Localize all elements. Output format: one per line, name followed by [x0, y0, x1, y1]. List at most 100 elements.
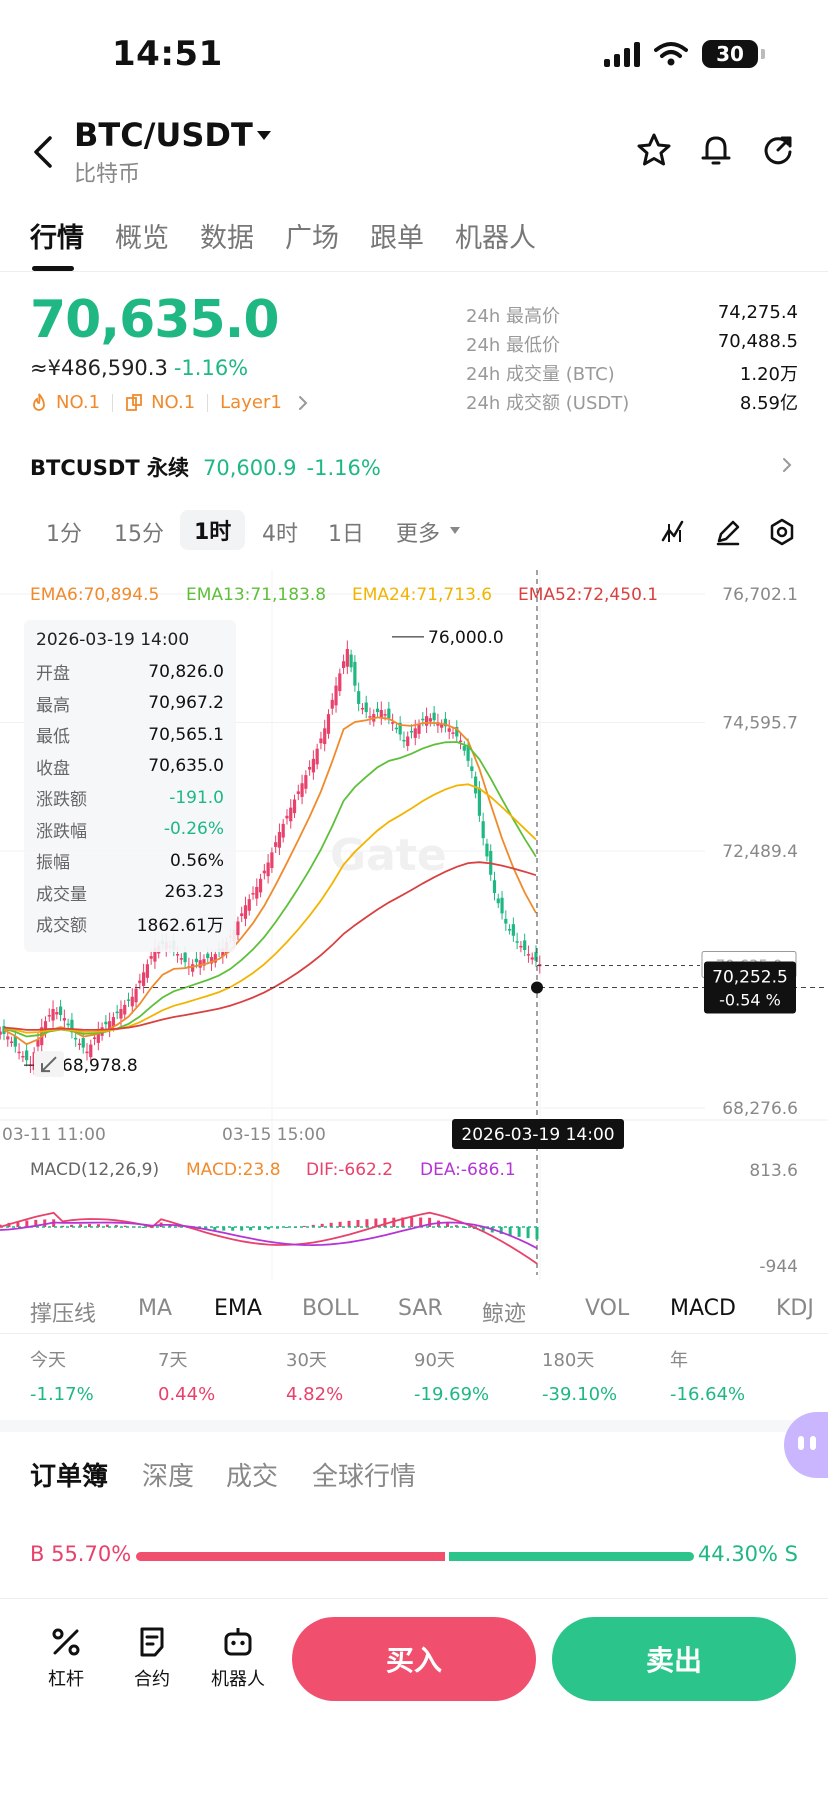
candle-body	[364, 702, 368, 713]
back-arrow-icon[interactable]	[30, 134, 58, 170]
interval-1d[interactable]: 1日	[328, 522, 364, 547]
ema24-label: EMA24:71,713.6	[352, 585, 492, 605]
price-change: -1.16%	[173, 356, 249, 380]
macd-bar	[454, 1225, 458, 1227]
last-price: 70,635.0	[30, 290, 280, 350]
indicator-icon[interactable]	[660, 518, 688, 546]
price-cny-value: ≈¥486,590.3	[30, 356, 168, 380]
ind-sar[interactable]: SAR	[398, 1296, 443, 1321]
candle-body	[323, 728, 327, 744]
candle-body	[353, 661, 357, 686]
macd-bar	[517, 1227, 521, 1237]
interval-1m[interactable]: 1分	[46, 522, 82, 547]
sell-ratio-bar	[448, 1552, 694, 1561]
candle-body	[179, 958, 183, 960]
rank-cap[interactable]: NO.1	[151, 392, 196, 413]
chevron-right-icon[interactable]	[296, 395, 310, 411]
interval-15m[interactable]: 15分	[114, 522, 164, 547]
ind-boll[interactable]: BOLL	[302, 1296, 359, 1321]
sector-tag[interactable]: Layer1	[220, 392, 282, 413]
tab-overview[interactable]: 概览	[115, 223, 169, 254]
candle-body	[92, 1037, 97, 1040]
candle-body	[424, 716, 429, 726]
kline-svg[interactable]: Gate EMA6:70,894.5 EMA13:71,183.8 EMA24:…	[0, 570, 828, 1280]
crosshair-pct-label: -0.54 %	[719, 990, 781, 1009]
kline-chart[interactable]: Gate EMA6:70,894.5 EMA13:71,183.8 EMA24:…	[0, 570, 828, 1280]
interval-4h[interactable]: 4时	[262, 522, 298, 547]
caret-down-icon[interactable]	[449, 526, 461, 536]
interval-1h[interactable]: 1时	[180, 510, 246, 550]
ind-ma[interactable]: MA	[138, 1296, 173, 1321]
candle-body	[466, 745, 470, 761]
perf-90d: 90天 -19.69%	[414, 1350, 490, 1405]
candle-body	[104, 1021, 108, 1025]
perf-180d: 180天 -39.10%	[542, 1350, 618, 1405]
tab-depth[interactable]: 深度	[142, 1462, 195, 1492]
macd-bottom-label: -944	[759, 1257, 798, 1277]
pair-title[interactable]: BTC/USDT	[74, 116, 253, 154]
macd-bar	[34, 1219, 38, 1227]
candle-body	[175, 954, 180, 956]
macd-bar	[258, 1227, 262, 1230]
leverage-button[interactable]: 杠杆	[26, 1625, 106, 1691]
ind-support[interactable]: 撑压线	[30, 1302, 97, 1327]
buy-button[interactable]: 买入	[292, 1617, 536, 1701]
tab-orderbook[interactable]: 订单簿	[30, 1462, 109, 1492]
star-icon[interactable]	[636, 132, 672, 168]
battery-icon: 30	[702, 40, 765, 68]
ohlc-row: 成交量 263.23	[36, 882, 224, 905]
rank-hot[interactable]: NO.1	[56, 392, 101, 413]
tab-trades[interactable]: 成交	[226, 1462, 279, 1492]
settings-icon[interactable]	[768, 518, 796, 546]
ind-kdj[interactable]: KDJ	[776, 1296, 814, 1321]
tab-square[interactable]: 广场	[285, 223, 339, 254]
crosshair-price-tag	[704, 961, 796, 1014]
interval-more[interactable]: 更多	[396, 522, 441, 547]
candle-body	[81, 1038, 85, 1048]
candle-body	[6, 1036, 10, 1040]
macd-bar	[392, 1217, 396, 1227]
perpetual-row[interactable]: BTCUSDT 永续 70,600.9 -1.16%	[30, 452, 798, 484]
low-marker-label: 68,978.8	[62, 1056, 138, 1076]
bot-button[interactable]: 机器人	[198, 1625, 278, 1691]
y-tick-label: 72,489.4	[722, 842, 798, 862]
indicator-tabs: 撑压线 MA EMA BOLL SAR 鲸迹 VOL MACD KDJ	[0, 1290, 828, 1334]
candle-body	[504, 918, 508, 924]
candle-body	[142, 972, 146, 986]
candle-body	[402, 739, 406, 742]
tab-bot[interactable]: 机器人	[455, 223, 536, 254]
sell-button[interactable]: 卖出	[552, 1617, 796, 1701]
pencil-icon[interactable]	[714, 518, 742, 546]
dea-line	[0, 1221, 538, 1250]
x-tick-label: 03-15 15:00	[222, 1125, 326, 1145]
candle-body	[458, 740, 463, 743]
dif-line	[0, 1211, 538, 1265]
wifi-icon	[654, 42, 688, 66]
candle-body	[304, 775, 308, 789]
ind-whale[interactable]: 鲸迹	[482, 1302, 527, 1327]
tab-data[interactable]: 数据	[200, 223, 254, 254]
macd-bar	[419, 1217, 423, 1227]
candle-body	[251, 893, 255, 895]
candle-body	[417, 724, 421, 734]
macd-bar	[383, 1218, 387, 1227]
chevron-right-icon[interactable]	[780, 456, 794, 474]
bell-icon[interactable]	[698, 132, 734, 168]
ind-macd[interactable]: MACD	[670, 1296, 736, 1321]
candle-body	[9, 1041, 14, 1044]
candle-body	[315, 748, 319, 765]
tab-global-market[interactable]: 全球行情	[312, 1462, 417, 1492]
macd-bar	[16, 1221, 20, 1227]
tab-market[interactable]: 行情	[30, 223, 84, 254]
tab-copy-trade[interactable]: 跟单	[370, 223, 424, 254]
candle-body	[383, 714, 387, 716]
share-icon[interactable]	[760, 132, 796, 168]
ema-legend: EMA6:70,894.5 EMA13:71,183.8 EMA24:71,71…	[30, 585, 658, 605]
ind-ema[interactable]: EMA	[214, 1296, 262, 1321]
macd-bar	[0, 1224, 2, 1227]
macd-bar	[96, 1224, 100, 1227]
ind-vol[interactable]: VOL	[585, 1296, 630, 1321]
caret-down-icon[interactable]	[256, 130, 272, 142]
contract-button[interactable]: 合约	[112, 1625, 192, 1691]
candle-body	[289, 807, 293, 822]
